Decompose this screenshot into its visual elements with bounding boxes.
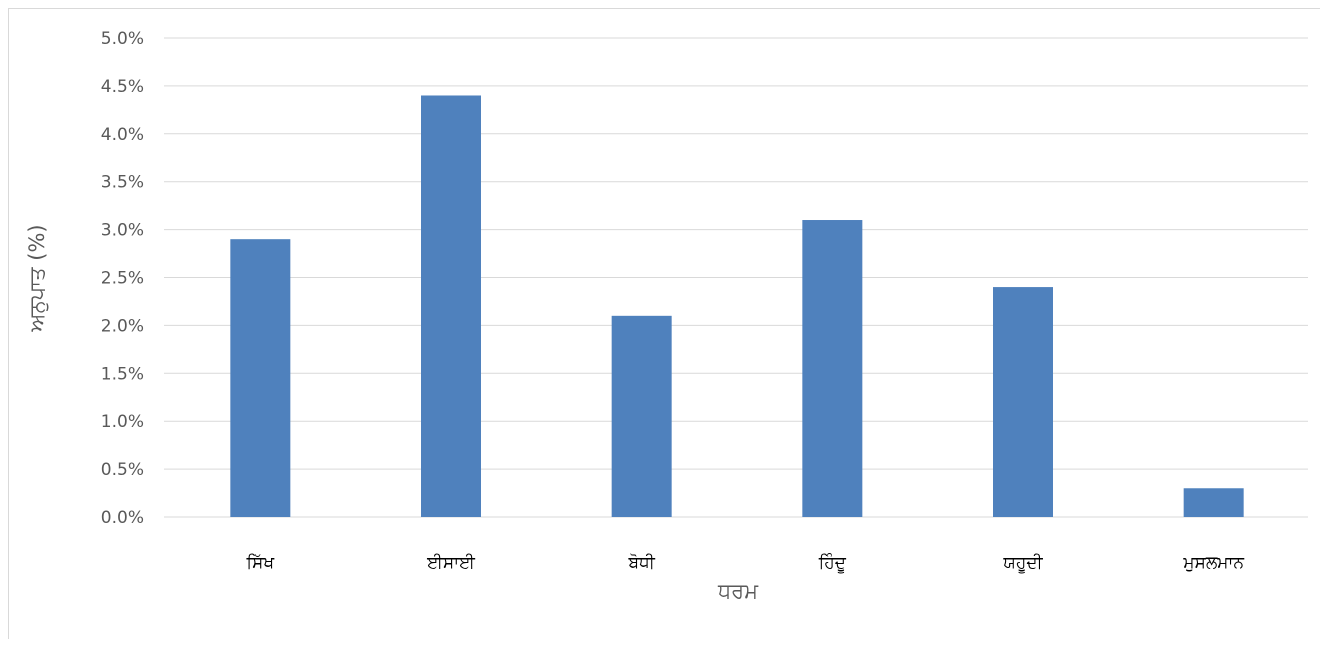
bars: [230, 95, 1244, 517]
bar: [230, 239, 291, 517]
bar: [1183, 488, 1244, 517]
y-tick-label: 0.5%: [101, 460, 144, 480]
y-tick-label: 3.5%: [101, 173, 144, 193]
x-category-label: ਈਸਾਈ: [426, 553, 476, 573]
y-tick-label: 5.0%: [101, 29, 144, 49]
gridlines: [164, 37, 1308, 518]
x-category-label: ਮੁਸਲਮਾਨ: [1182, 553, 1244, 573]
x-axis-title: ਧਰਮ: [717, 579, 759, 603]
y-tick-label: 2.0%: [101, 316, 144, 336]
y-tick-label: 4.0%: [101, 125, 144, 145]
y-tick-label: 1.5%: [101, 364, 144, 384]
y-tick-label: 0.0%: [101, 508, 144, 528]
bar: [802, 220, 863, 517]
bar: [611, 315, 672, 517]
y-tick-label: 1.0%: [101, 412, 144, 432]
y-axis-ticks: 0.0% 0.5% 1.0% 1.5% 2.0% 2.5% 3.0% 3.5% 4.0% 4.5%…: [101, 29, 144, 528]
y-tick-label: 4.5%: [101, 77, 144, 97]
x-category-label: ਹਿੰਦੂ: [818, 553, 847, 573]
x-category-label: ਬੋਧੀ: [627, 553, 655, 573]
x-category-label: ਯਹੂਦੀ: [1002, 553, 1043, 573]
bar: [993, 287, 1053, 517]
y-axis-title: ਅਨੁਪਾਤ (%): [25, 224, 49, 332]
x-category-label: ਸਿੱਖ: [246, 553, 276, 573]
x-axis-categories: ਸਿੱਖ ਈਸਾਈ ਬੋਧੀ ਹਿੰਦੂ ਯਹੂਦੀ ਮੁਸਲਮਾਨ: [246, 553, 1245, 573]
bar: [421, 95, 481, 517]
y-tick-label: 2.5%: [101, 269, 144, 289]
chart-frame: [8, 8, 1320, 639]
y-tick-label: 3.0%: [101, 221, 144, 241]
